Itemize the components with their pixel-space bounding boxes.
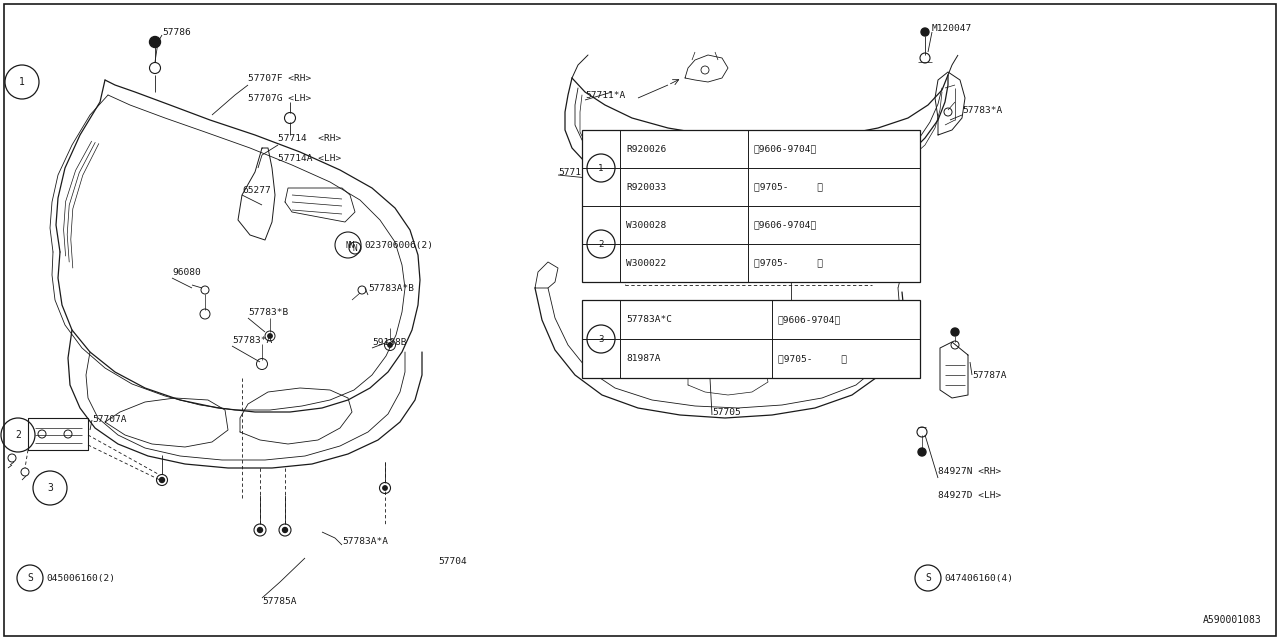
- Text: 3: 3: [47, 483, 52, 493]
- Text: 〆9705-     〇: 〆9705- 〇: [754, 259, 823, 268]
- Text: 57714A <LH>: 57714A <LH>: [278, 154, 342, 163]
- Text: 〆9606-9704〇: 〆9606-9704〇: [754, 145, 817, 154]
- Circle shape: [703, 338, 707, 342]
- Circle shape: [383, 486, 387, 490]
- Text: 57783*A: 57783*A: [232, 335, 273, 344]
- Text: 65277: 65277: [242, 186, 271, 195]
- Text: 3: 3: [598, 335, 604, 344]
- Text: 〆9705-     〇: 〆9705- 〇: [778, 354, 847, 363]
- Text: 57783A*B: 57783A*B: [369, 284, 413, 292]
- Circle shape: [257, 527, 262, 532]
- Text: 81987A: 81987A: [626, 354, 660, 363]
- Text: 57783A*C: 57783A*C: [626, 315, 672, 324]
- Text: 57711*B: 57711*B: [558, 168, 598, 177]
- Text: 84927D <LH>: 84927D <LH>: [938, 490, 1001, 499]
- Text: S: S: [925, 573, 931, 583]
- Circle shape: [951, 328, 959, 336]
- Text: R920033: R920033: [626, 182, 667, 191]
- Text: W300028: W300028: [626, 221, 667, 230]
- Text: A590001083: A590001083: [1203, 615, 1262, 625]
- Text: 84927N <RH>: 84927N <RH>: [938, 467, 1001, 477]
- Text: 57785A: 57785A: [262, 598, 297, 607]
- Text: 2: 2: [15, 430, 20, 440]
- Text: 57785: 57785: [792, 323, 820, 333]
- Text: 57705: 57705: [712, 408, 741, 417]
- Text: 047406160(4): 047406160(4): [945, 573, 1012, 582]
- Text: 045006160(2): 045006160(2): [46, 573, 115, 582]
- Text: N: N: [353, 243, 357, 253]
- Text: N: N: [346, 241, 351, 250]
- Circle shape: [160, 477, 165, 483]
- Text: 023706006(2): 023706006(2): [364, 241, 433, 250]
- Text: 〆9606-9704〇: 〆9606-9704〇: [754, 221, 817, 230]
- Text: 96080: 96080: [172, 268, 201, 276]
- Text: 〆9705-     〇: 〆9705- 〇: [754, 182, 823, 191]
- Circle shape: [918, 448, 925, 456]
- Text: 57786: 57786: [163, 28, 191, 36]
- Text: S: S: [27, 573, 33, 583]
- Text: 57707G <LH>: 57707G <LH>: [248, 93, 311, 102]
- Text: W300022: W300022: [626, 259, 667, 268]
- Circle shape: [268, 334, 273, 338]
- Text: 1: 1: [598, 163, 604, 173]
- Text: 1: 1: [19, 77, 24, 87]
- Circle shape: [786, 176, 790, 180]
- FancyBboxPatch shape: [582, 130, 920, 282]
- Text: 〆9606-9704〇: 〆9606-9704〇: [778, 315, 841, 324]
- Text: M120047: M120047: [932, 24, 973, 33]
- Circle shape: [150, 36, 160, 47]
- Text: 59188B: 59188B: [372, 337, 407, 346]
- Text: R920026: R920026: [626, 145, 667, 154]
- Circle shape: [283, 527, 288, 532]
- Text: 2: 2: [598, 239, 604, 248]
- Text: 57704: 57704: [438, 557, 467, 566]
- Text: 57711*A: 57711*A: [585, 90, 625, 99]
- Circle shape: [388, 343, 392, 347]
- Text: 57783A*A: 57783A*A: [342, 538, 388, 547]
- Circle shape: [922, 28, 929, 36]
- Text: 57787A: 57787A: [972, 371, 1006, 380]
- Text: 57714  <RH>: 57714 <RH>: [278, 134, 342, 143]
- FancyBboxPatch shape: [582, 300, 920, 378]
- Text: 57783*B: 57783*B: [248, 307, 288, 317]
- Text: N: N: [348, 241, 353, 250]
- Text: 57783*A: 57783*A: [963, 106, 1002, 115]
- Text: 57707A: 57707A: [92, 415, 127, 424]
- Text: 57707F <RH>: 57707F <RH>: [248, 74, 311, 83]
